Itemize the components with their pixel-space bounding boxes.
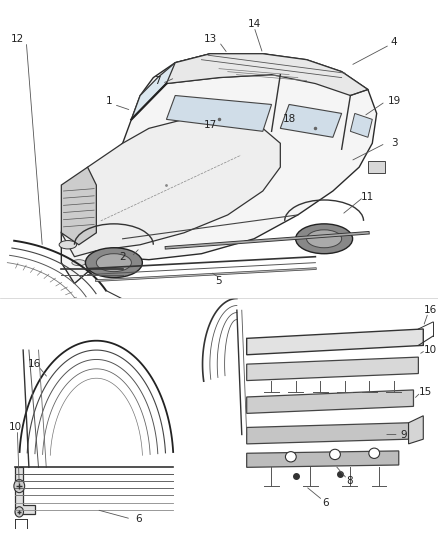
Text: 14: 14: [247, 19, 261, 29]
Text: 8: 8: [346, 477, 353, 487]
Text: 9: 9: [400, 430, 407, 440]
Text: 12: 12: [11, 34, 24, 44]
Text: 16: 16: [28, 359, 41, 369]
Ellipse shape: [296, 224, 353, 254]
Polygon shape: [131, 54, 307, 119]
Polygon shape: [247, 329, 423, 355]
Text: 10: 10: [424, 345, 437, 355]
Polygon shape: [247, 390, 413, 414]
Polygon shape: [61, 119, 280, 257]
Ellipse shape: [59, 240, 77, 249]
Polygon shape: [15, 467, 35, 514]
Polygon shape: [166, 54, 368, 95]
Polygon shape: [61, 167, 96, 245]
Text: 17: 17: [204, 120, 217, 131]
Ellipse shape: [72, 260, 86, 265]
Text: 3: 3: [391, 138, 398, 148]
Ellipse shape: [96, 254, 131, 272]
Text: 18: 18: [283, 115, 296, 124]
Polygon shape: [247, 357, 418, 381]
Text: 4: 4: [391, 37, 398, 47]
Polygon shape: [247, 451, 399, 467]
Text: 5: 5: [215, 276, 223, 286]
Polygon shape: [61, 54, 377, 284]
Text: 7: 7: [154, 76, 161, 86]
Text: 1: 1: [106, 96, 113, 107]
Text: 6: 6: [322, 497, 328, 507]
Circle shape: [15, 507, 24, 517]
Text: 10: 10: [9, 423, 22, 432]
Text: 2: 2: [119, 252, 126, 262]
Polygon shape: [368, 161, 385, 173]
Text: 11: 11: [361, 192, 374, 202]
Text: 16: 16: [424, 305, 437, 315]
Polygon shape: [166, 95, 272, 131]
Polygon shape: [409, 416, 423, 444]
Text: 6: 6: [135, 514, 142, 524]
Ellipse shape: [307, 230, 342, 248]
Circle shape: [369, 448, 380, 458]
Circle shape: [286, 451, 296, 462]
Polygon shape: [350, 114, 372, 138]
Polygon shape: [280, 104, 342, 138]
Circle shape: [329, 449, 340, 459]
Polygon shape: [247, 423, 409, 444]
Circle shape: [14, 480, 25, 492]
Ellipse shape: [85, 248, 142, 278]
Text: 13: 13: [204, 34, 217, 44]
Text: 15: 15: [419, 387, 432, 397]
Text: 19: 19: [388, 96, 401, 107]
